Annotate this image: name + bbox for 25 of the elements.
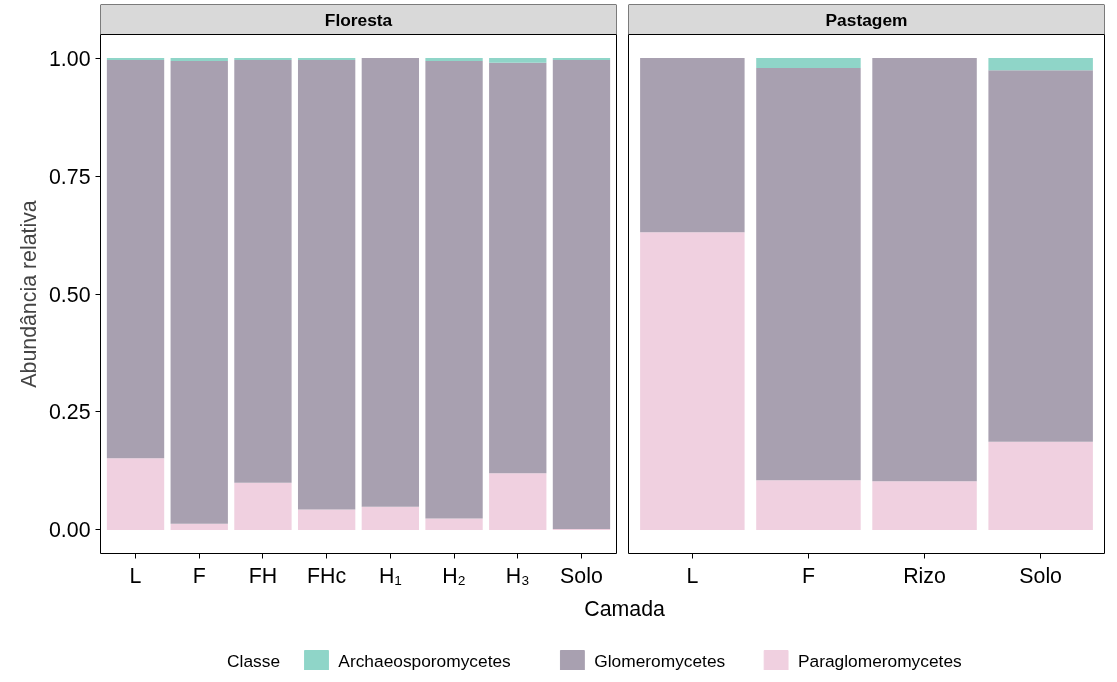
legend-title: Classe: [227, 650, 281, 671]
x-tick-label: F: [192, 563, 206, 588]
x-tick-label: F: [801, 563, 815, 588]
x-tick-label: FH: [248, 563, 278, 588]
y-tick-label: 0.00: [48, 518, 91, 543]
chart-title: Pastagem: [825, 9, 908, 30]
x-tick-label: L: [129, 563, 142, 588]
y-tick-label: 0.25: [48, 400, 91, 425]
x-tick-label: H₁: [379, 563, 402, 588]
x-tick-label: Rizo: [903, 563, 946, 588]
x-tick-label: H₂: [442, 563, 466, 588]
y-axis-title: Abundância relativa: [16, 200, 41, 388]
x-tick-label: H₃: [505, 563, 530, 588]
legend-label: Paraglomeromycetes: [797, 650, 963, 671]
x-axis-title: Camada: [584, 596, 666, 621]
legend-label: Glomeromycetes: [594, 650, 726, 671]
x-tick-label: FHc: [307, 563, 347, 588]
chart-title: Floresta: [324, 9, 393, 30]
y-tick-label: 1.00: [48, 46, 91, 71]
y-tick-label: 0.50: [48, 282, 91, 307]
x-tick-label: Solo: [1019, 563, 1063, 588]
legend-label: Archaeosporomycetes: [338, 650, 512, 671]
y-tick-label: 0.75: [48, 164, 91, 189]
x-tick-label: Solo: [560, 563, 603, 588]
x-tick-label: L: [686, 563, 699, 588]
